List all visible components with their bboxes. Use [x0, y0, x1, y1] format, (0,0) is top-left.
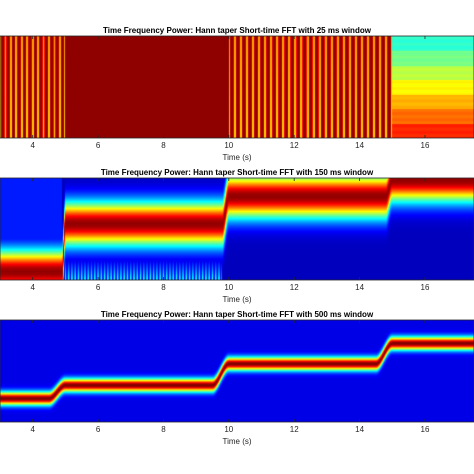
panel-1-axes-box — [0, 35, 474, 139]
panel-3-axes-box — [0, 319, 474, 423]
panel-1-title: Time Frequency Power: Hann taper Short-t… — [103, 26, 372, 35]
panel-2: Time Frequency Power: Hann taper Short-t… — [0, 168, 474, 304]
panel-3-xlabel: Time (s) — [222, 437, 251, 446]
panel-2-xlabel: Time (s) — [222, 295, 251, 304]
x-tick-label: 12 — [290, 141, 299, 150]
x-tick-label: 4 — [30, 141, 35, 150]
panel-3: Time Frequency Power: Hann taper Short-t… — [0, 310, 474, 446]
x-tick-label: 12 — [290, 425, 299, 434]
x-tick-label: 6 — [96, 283, 101, 292]
x-tick-label: 10 — [224, 425, 233, 434]
x-tick-label: 14 — [355, 283, 364, 292]
x-tick-label: 10 — [224, 141, 233, 150]
x-tick-label: 12 — [290, 283, 299, 292]
x-tick-label: 8 — [161, 141, 166, 150]
x-tick-label: 6 — [96, 141, 101, 150]
x-tick-label: 16 — [421, 141, 430, 150]
panel-2-title: Time Frequency Power: Hann taper Short-t… — [101, 168, 374, 177]
panel-3-title: Time Frequency Power: Hann taper Short-t… — [101, 310, 374, 319]
panel-3-heatmap — [0, 320, 474, 422]
panel-2-axes-box — [0, 177, 474, 281]
x-tick-label: 8 — [161, 425, 166, 434]
panel-2-x-ticks: 4 6 8 10 12 14 16 — [30, 178, 430, 292]
x-tick-label: 4 — [30, 425, 35, 434]
panel-2-heatmap — [0, 178, 474, 280]
x-tick-label: 16 — [421, 283, 430, 292]
x-tick-label: 4 — [30, 283, 35, 292]
panel-1-x-ticks: 4 6 8 10 12 14 16 — [30, 36, 430, 150]
panel-1-xlabel: Time (s) — [222, 153, 251, 162]
x-tick-label: 16 — [421, 425, 430, 434]
panel-1: Time Frequency Power: Hann taper Short-t… — [0, 26, 474, 162]
x-tick-label: 8 — [161, 283, 166, 292]
x-tick-label: 14 — [355, 425, 364, 434]
x-tick-label: 6 — [96, 425, 101, 434]
panel-3-x-ticks: 4 6 8 10 12 14 16 — [30, 320, 430, 434]
panel-1-heatmap — [0, 36, 474, 138]
x-tick-label: 14 — [355, 141, 364, 150]
x-tick-label: 10 — [224, 283, 233, 292]
